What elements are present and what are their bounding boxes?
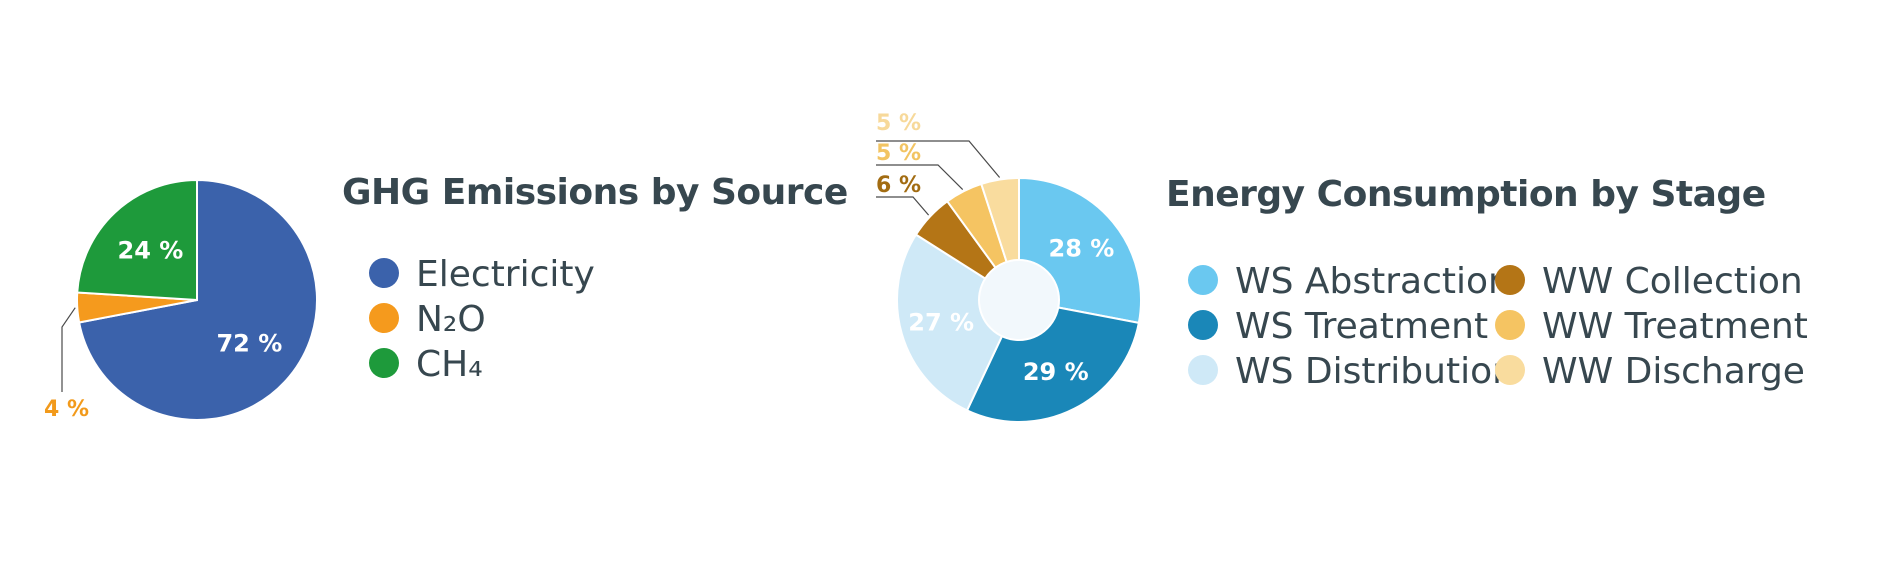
chart-title: Energy Consumption by Stage	[1166, 174, 1766, 215]
data-label-ww-discharge: 5 %	[876, 111, 921, 136]
legend-marker-n-o	[369, 303, 399, 333]
legend-marker-ww-collection	[1495, 265, 1525, 295]
slice-ws-distribution	[896, 233, 1021, 412]
legend-label-ww-treatment: WW Treatment	[1542, 306, 1808, 347]
data-label-ch: 24 %	[118, 236, 184, 264]
data-label-electricity: 72 %	[216, 329, 282, 357]
legend-label-electricity: Electricity	[416, 254, 595, 295]
ghg-emissions-chart: 72 % 4 % 24 % GHG Emissions by Source Elec…	[44, 172, 848, 422]
pie-slices	[76, 178, 318, 421]
legend-label-ws-abstraction: WS Abstraction	[1235, 261, 1511, 302]
donut-labels: 28 % 29 % 27 % 6 % 5 % 5 %	[876, 111, 1114, 386]
legend-marker-ws-abstraction	[1188, 265, 1218, 295]
pie-labels: 72 % 4 % 24 %	[44, 236, 282, 422]
legend-marker-ws-distribution	[1188, 355, 1218, 385]
data-label-n-o: 4 %	[44, 397, 89, 422]
legend-label-n-o: N₂O	[416, 299, 486, 340]
legend-label-ww-collection: WW Collection	[1542, 261, 1803, 302]
data-label-ws-treatment: 29 %	[1023, 358, 1089, 386]
donut-slices	[896, 176, 1142, 423]
legend-label-ws-distribution: WS Distribution	[1235, 351, 1515, 392]
donut-hole	[978, 259, 1060, 341]
leader-line-ww-collection	[876, 196, 930, 216]
legend-label-ww-discharge: WW Discharge	[1542, 351, 1805, 392]
leader-line-n-o	[61, 307, 76, 392]
data-label-ws-distribution: 27 %	[908, 309, 974, 337]
legend-label-ws-treatment: WS Treatment	[1235, 306, 1488, 347]
leader-line-ww-treatment	[876, 164, 964, 190]
legend-marker-electricity	[369, 258, 399, 288]
data-label-ww-treatment: 5 %	[876, 141, 921, 166]
data-label-ww-collection: 6 %	[876, 173, 921, 198]
data-label-ws-abstraction: 28 %	[1049, 234, 1115, 262]
legend-label-ch: CH₄	[416, 344, 483, 385]
legend-marker-ch	[369, 348, 399, 378]
legend-marker-ww-treatment	[1495, 310, 1525, 340]
legend-marker-ww-discharge	[1495, 355, 1525, 385]
slice-electricity	[77, 178, 318, 421]
energy-consumption-chart: 28 % 29 % 27 % 6 % 5 % 5 % Energy Consumption…	[876, 111, 1808, 423]
leader-line-ww-discharge	[876, 140, 1001, 178]
slice-ch	[76, 178, 198, 302]
legend-marker-ws-treatment	[1188, 310, 1218, 340]
chart-title: GHG Emissions by Source	[342, 172, 848, 213]
